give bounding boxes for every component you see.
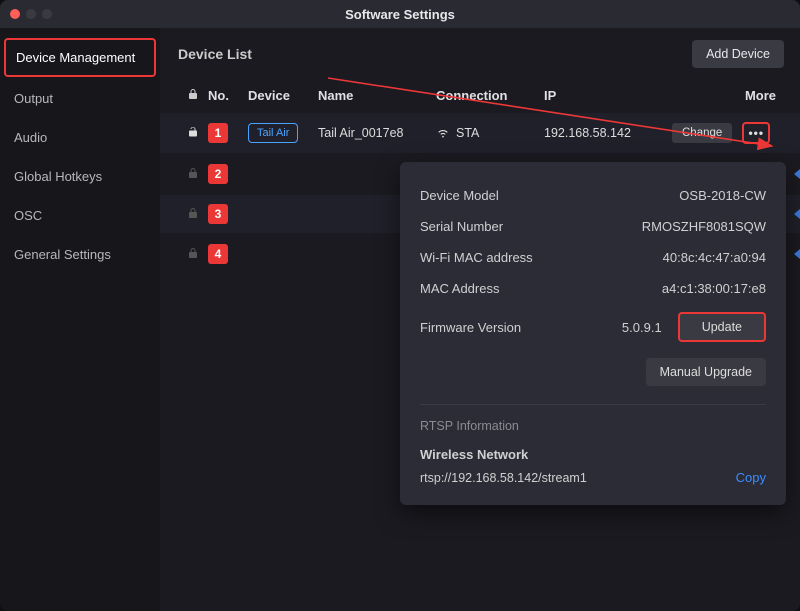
list-heading: Device List [178, 46, 252, 62]
row-number-badge: 1 [208, 123, 228, 143]
column-headers: No. Device Name Connection IP More [160, 78, 800, 113]
col-lock [178, 88, 208, 103]
copy-button[interactable]: Copy [736, 470, 766, 485]
sidebar-item-global-hotkeys[interactable]: Global Hotkeys [0, 157, 160, 196]
list-header: Device List Add Device [160, 28, 800, 78]
more-button[interactable]: ••• [742, 122, 770, 144]
row-indicator-icon [794, 209, 800, 219]
add-device-button[interactable]: Add Device [692, 40, 784, 68]
serial-number-label: Serial Number [420, 219, 503, 234]
sidebar: Device Management Output Audio Global Ho… [0, 28, 160, 611]
row-indicator-icon [794, 169, 800, 179]
device-name: Tail Air_0017e8 [318, 126, 436, 140]
window-title: Software Settings [0, 7, 800, 22]
device-details-popover: Device Model OSB-2018-CW Serial Number R… [400, 162, 786, 505]
titlebar: Software Settings [0, 0, 800, 28]
sidebar-item-output[interactable]: Output [0, 79, 160, 118]
row-indicator-icon [794, 249, 800, 259]
app-window: Software Settings Device Management Outp… [0, 0, 800, 611]
change-button[interactable]: Change [672, 123, 732, 143]
firmware-label: Firmware Version [420, 320, 521, 335]
col-device: Device [248, 88, 318, 103]
wifi-icon [436, 125, 450, 142]
ip-cell: 192.168.58.142 [544, 126, 672, 140]
body: Device Management Output Audio Global Ho… [0, 28, 800, 611]
col-name: Name [318, 88, 436, 103]
lock-header-icon [187, 88, 199, 100]
device-model-value: OSB-2018-CW [679, 188, 766, 203]
row-number-badge: 4 [208, 244, 228, 264]
connection-cell: STA [436, 125, 544, 142]
firmware-value: 5.0.9.1 [622, 320, 662, 335]
connection-label: STA [456, 126, 479, 140]
main-panel: Device List Add Device No. Device Name C… [160, 28, 800, 611]
lock-icon[interactable] [178, 167, 208, 182]
wifi-mac-label: Wi-Fi MAC address [420, 250, 533, 265]
serial-number-value: RMOSZHF8081SQW [642, 219, 766, 234]
row-number-badge: 3 [208, 204, 228, 224]
mac-value: a4:c1:38:00:17:e8 [662, 281, 766, 296]
rtsp-url: rtsp://192.168.58.142/stream1 [420, 471, 587, 485]
col-no: No. [208, 88, 248, 103]
sidebar-item-general-settings[interactable]: General Settings [0, 235, 160, 274]
sidebar-item-osc[interactable]: OSC [0, 196, 160, 235]
separator [420, 404, 766, 405]
lock-icon[interactable] [178, 207, 208, 222]
zoom-dot-icon[interactable] [42, 9, 52, 19]
device-row-1[interactable]: 1 Tail Air Tail Air_0017e8 STA 192.168.5… [160, 113, 800, 153]
update-button[interactable]: Update [678, 312, 766, 342]
unlock-icon[interactable] [178, 126, 208, 141]
row-number-badge: 2 [208, 164, 228, 184]
traffic-lights [10, 9, 52, 19]
manual-upgrade-button[interactable]: Manual Upgrade [646, 358, 766, 386]
minimize-dot-icon[interactable] [26, 9, 36, 19]
rtsp-network-label: Wireless Network [420, 447, 766, 462]
wifi-mac-value: 40:8c:4c:47:a0:94 [663, 250, 766, 265]
sidebar-item-audio[interactable]: Audio [0, 118, 160, 157]
rtsp-heading: RTSP Information [420, 419, 766, 433]
mac-label: MAC Address [420, 281, 499, 296]
sidebar-item-device-management[interactable]: Device Management [4, 38, 156, 77]
close-dot-icon[interactable] [10, 9, 20, 19]
device-model-label: Device Model [420, 188, 499, 203]
device-type-tag: Tail Air [248, 123, 298, 143]
col-ip: IP [544, 88, 672, 103]
col-more: More [672, 88, 784, 103]
col-connection: Connection [436, 88, 544, 103]
lock-icon[interactable] [178, 247, 208, 262]
